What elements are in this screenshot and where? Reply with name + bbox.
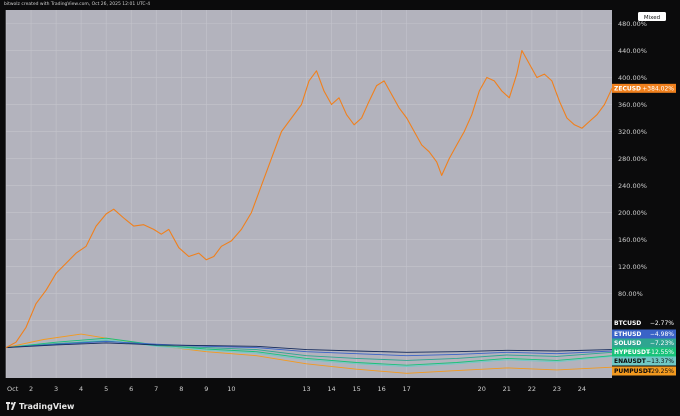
last-value-label-ethusd: ETHUSD −4.98% (612, 329, 676, 339)
x-tick-label: 24 (578, 385, 586, 393)
series-line-enausdt (5, 339, 613, 367)
plot-area (6, 10, 612, 378)
last-value-label-enausdt: ENAUSDT −13.37% (612, 356, 676, 366)
price-axis-panel (612, 10, 680, 378)
y-tick-label: 280.00% (618, 155, 647, 163)
last-value-bg (612, 83, 676, 93)
x-tick-label: 17 (403, 385, 411, 393)
series-name: ETHUSD (614, 331, 641, 338)
footer-bar: TradingView (0, 396, 680, 416)
series-name: PUMPUSDT (614, 368, 653, 375)
last-value-label-solusd: SOLUSD −7.23% (612, 338, 676, 348)
y-tick-label: 320.00% (618, 128, 647, 136)
x-tick-label: 15 (352, 385, 360, 393)
series-last-value: −29.25% (646, 368, 674, 375)
series-last-value: −4.98% (650, 331, 674, 338)
x-tick-label: 20 (478, 385, 486, 393)
series-last-value: −13.37% (646, 358, 674, 365)
y-tick-label: 480.00% (618, 20, 647, 28)
x-tick-label: Oct (7, 385, 19, 393)
attribution-bar: bitwolz created with TradingView.com, Oc… (0, 0, 680, 10)
series-last-value: −7.23% (650, 340, 674, 347)
scale-badge (638, 12, 666, 21)
y-tick-label: 200.00% (618, 209, 647, 217)
last-value-bg (612, 329, 676, 339)
series-last-value: −2.77% (650, 320, 674, 327)
x-tick-label: 22 (528, 385, 536, 393)
brand-label: TradingView (19, 401, 75, 411)
last-value-label-btcusd: BTCUSD −2.77% (612, 318, 676, 328)
x-tick-label: 5 (104, 385, 108, 393)
series-name: HYPEUSDT (614, 349, 651, 356)
series-name: ENAUSDT (614, 358, 647, 365)
left-edge (0, 10, 6, 378)
series-line-hypeusdt (5, 337, 613, 366)
series-line-pumpusdt (5, 333, 613, 374)
y-tick-label: 160.00% (618, 236, 647, 244)
y-tick-label: 360.00% (618, 101, 647, 109)
y-tick-label: 240.00% (618, 182, 647, 190)
last-value-label-pumpusdt: PUMPUSDT−29.25% (612, 366, 676, 376)
y-tick-label: 440.00% (618, 47, 647, 55)
last-value-label-hypeusdt: HYPEUSDT−12.55% (612, 347, 676, 357)
series-line-solusd (5, 340, 613, 361)
last-value-bg (612, 356, 676, 366)
series-line-btcusd (5, 342, 613, 353)
series-last-value: −12.55% (646, 349, 674, 356)
series-name: ZECUSD (614, 86, 641, 93)
y-tick-label: 80.00% (618, 290, 643, 298)
time-axis-panel (0, 378, 680, 396)
x-tick-label: 14 (327, 385, 335, 393)
last-value-bg (612, 347, 676, 357)
x-tick-label: 3 (54, 385, 58, 393)
tradingview-logo-icon (6, 402, 16, 410)
last-value-bg (612, 318, 676, 328)
attribution-text: bitwolz created with TradingView.com, Oc… (4, 2, 151, 7)
last-value-label-zecusd: ZECUSD +384.02% (612, 83, 676, 93)
last-value-bg (612, 366, 676, 376)
x-tick-label: 7 (154, 385, 158, 393)
x-tick-label: 23 (553, 385, 561, 393)
last-value-bg (612, 338, 676, 348)
scale-badge-label: Mixed (644, 15, 660, 21)
tradingview-brand[interactable]: TradingView (6, 401, 74, 411)
x-tick-label: 4 (79, 385, 83, 393)
x-tick-label: 10 (227, 385, 235, 393)
series-name: SOLUSD (614, 340, 641, 347)
price-comparison-chart[interactable]: 40.00%80.00%120.00%160.00%200.00%240.00%… (0, 0, 680, 396)
series-line-zecusd (5, 49, 613, 349)
x-tick-label: 6 (129, 385, 133, 393)
x-tick-label: 13 (302, 385, 310, 393)
series-name: BTCUSD (614, 320, 641, 327)
y-tick-label: 400.00% (618, 74, 647, 82)
x-tick-label: 16 (377, 385, 385, 393)
y-tick-label: 120.00% (618, 263, 647, 271)
x-tick-label: 8 (179, 385, 183, 393)
series-last-value: +384.02% (642, 86, 674, 93)
series-line-ethusd (5, 341, 613, 357)
x-tick-label: 9 (204, 385, 208, 393)
x-tick-label: 2 (29, 385, 33, 393)
x-tick-label: 21 (503, 385, 511, 393)
